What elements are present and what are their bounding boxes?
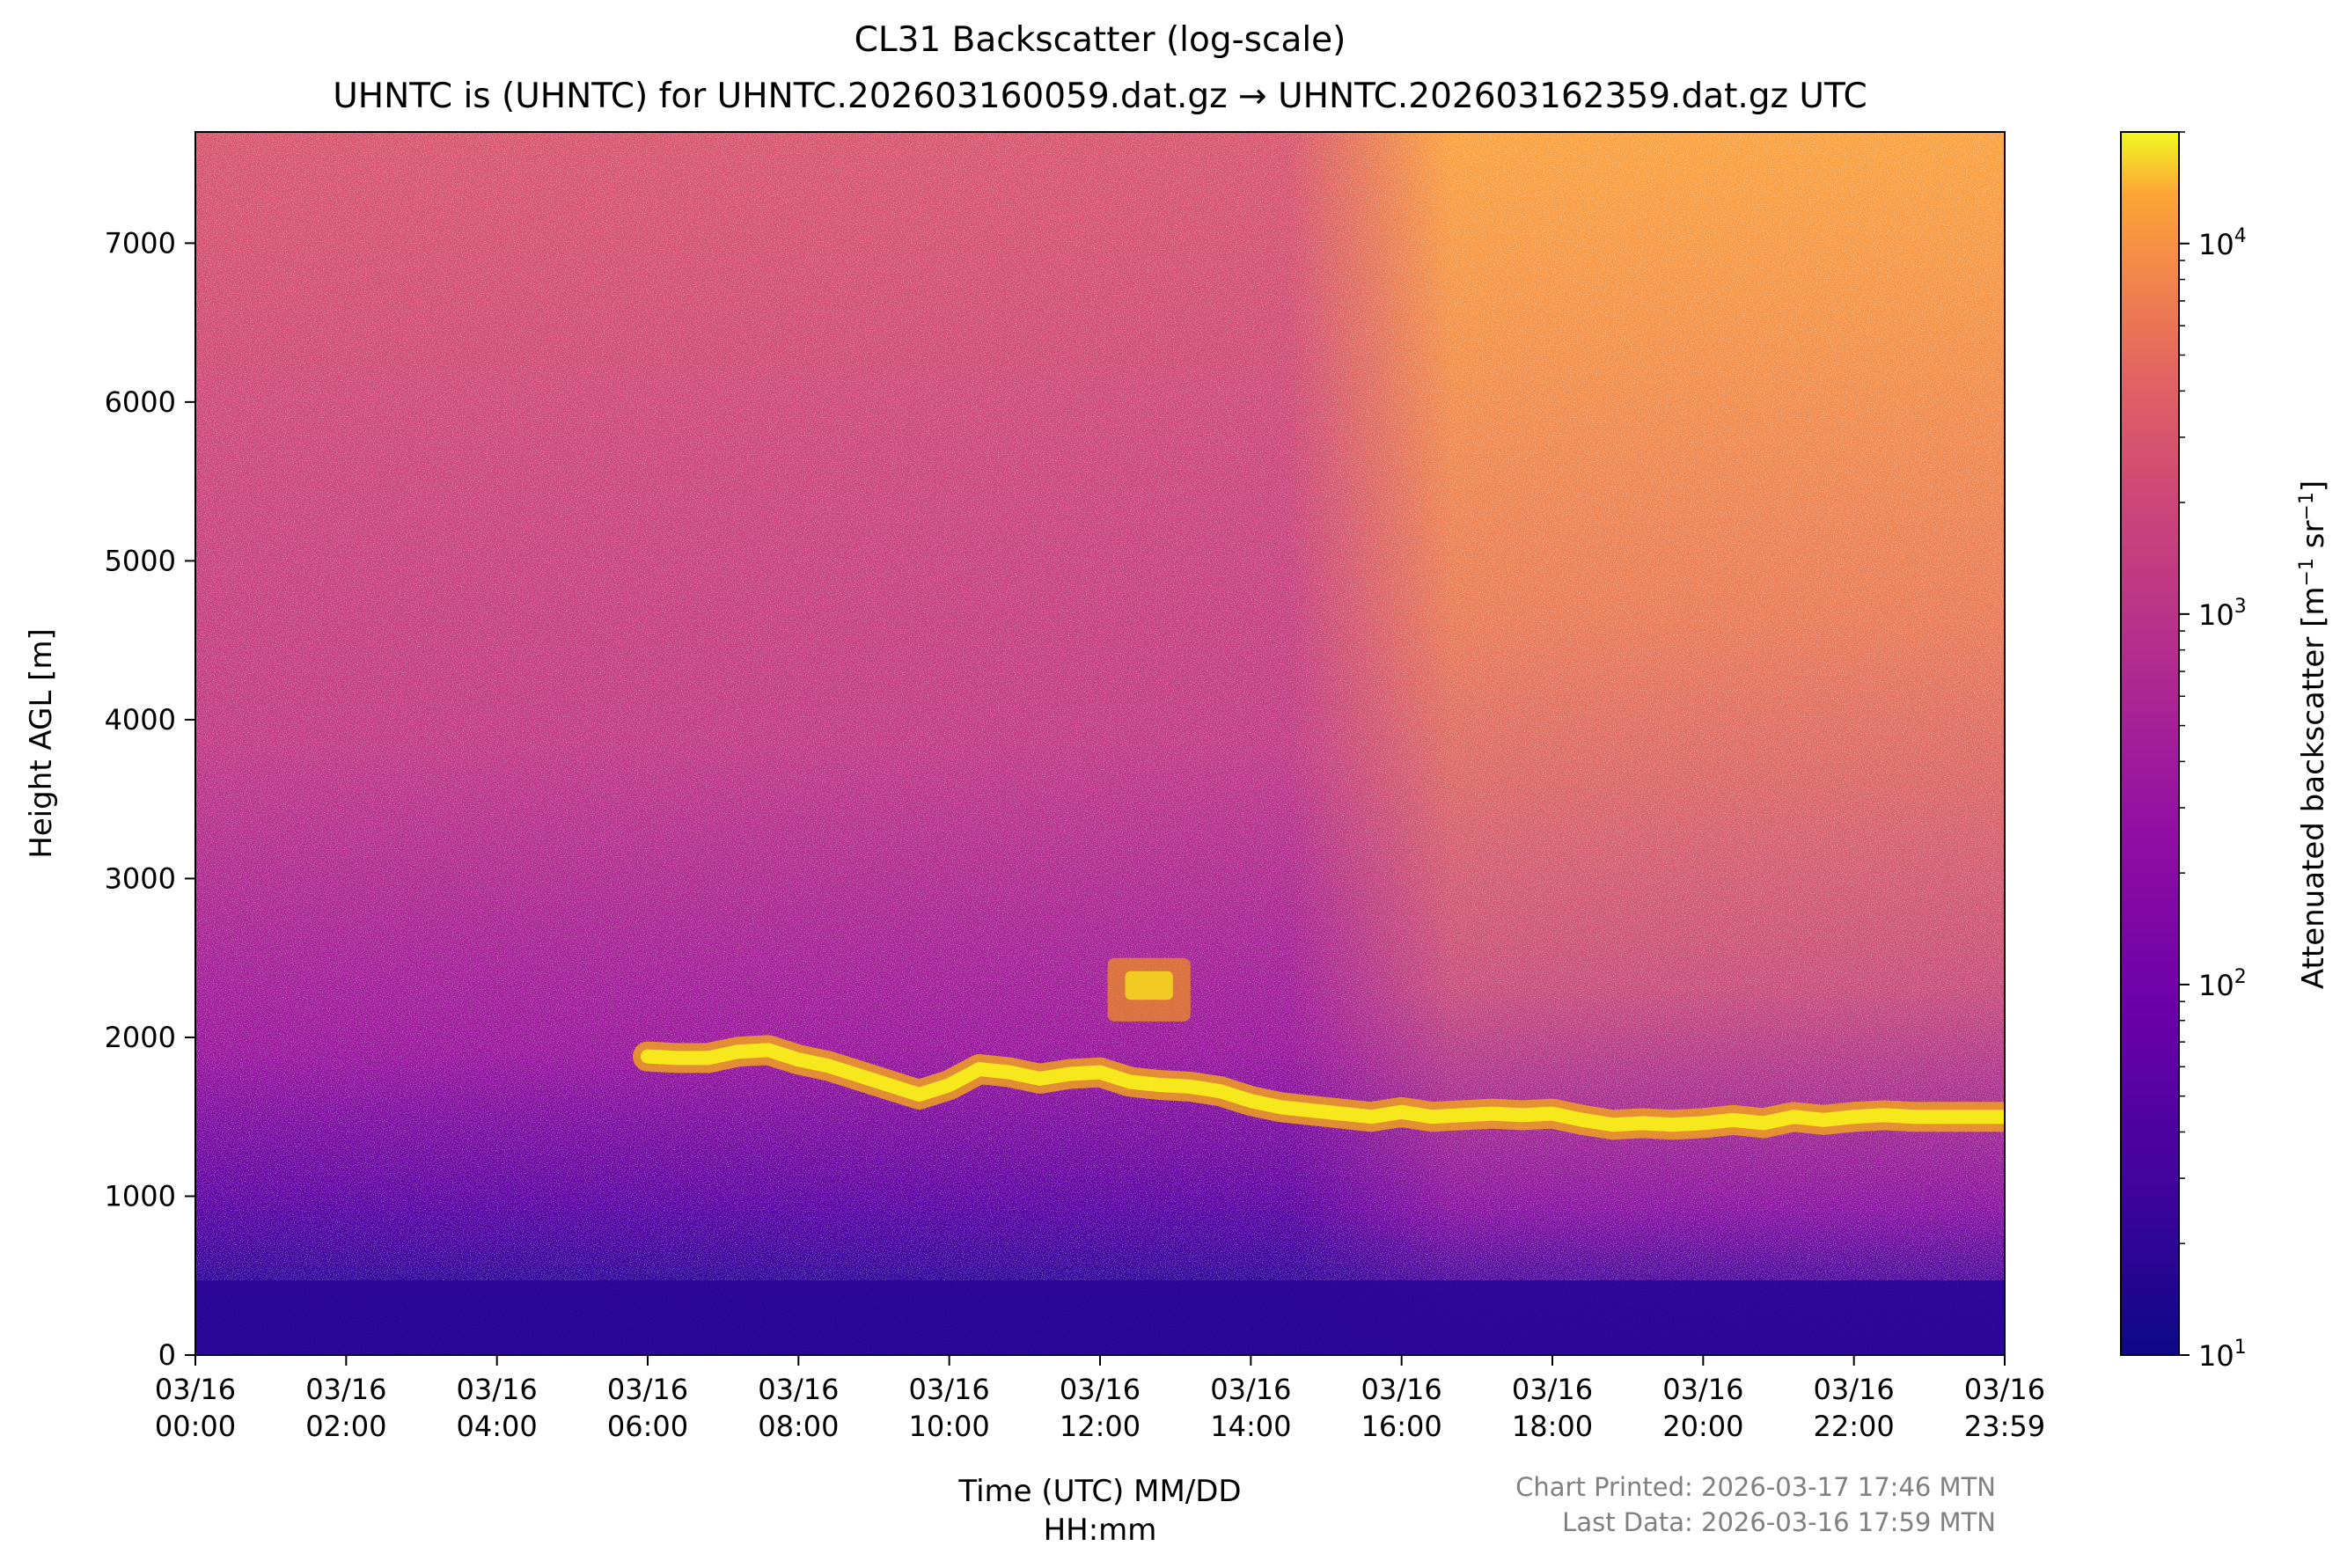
y-tick-label: 4000 bbox=[105, 703, 176, 736]
colorbar-tick-exp: 2 bbox=[2234, 966, 2247, 988]
colorbar-label-mid: sr bbox=[2296, 521, 2331, 559]
x-tick-date: 03/16 bbox=[1964, 1373, 2045, 1406]
x-tick-date: 03/16 bbox=[155, 1373, 236, 1406]
chart-subtitle: UHNTC is (UHNTC) for UHNTC.202603160059.… bbox=[333, 77, 1867, 116]
chart-printed-note: Chart Printed: 2026-03-17 17:46 MTN bbox=[1515, 1472, 1996, 1502]
heatmap-plot-area bbox=[195, 132, 2005, 1355]
x-tick-time: 00:00 bbox=[155, 1410, 236, 1443]
y-tick-label: 6000 bbox=[105, 385, 176, 419]
x-tick-date: 03/16 bbox=[1814, 1373, 1895, 1406]
y-tick-label: 7000 bbox=[105, 226, 176, 260]
heatmap-features bbox=[633, 957, 2005, 1140]
colorbar-tick-label: 101 bbox=[2198, 1337, 2247, 1373]
colorbar-tick-exp: 3 bbox=[2234, 596, 2247, 618]
x-tick-date: 03/16 bbox=[457, 1373, 538, 1406]
x-tick-time: 04:00 bbox=[457, 1410, 538, 1443]
colorbar-label-sup1: −1 bbox=[2296, 558, 2318, 586]
colorbar-tick-base: 10 bbox=[2198, 598, 2234, 632]
x-tick-date: 03/16 bbox=[758, 1373, 839, 1406]
heatmap-noise-speckle bbox=[195, 132, 2005, 1355]
colorbar-label-sup2: −1 bbox=[2296, 492, 2318, 520]
x-tick-time: 02:00 bbox=[305, 1410, 386, 1443]
x-tick-time: 22:00 bbox=[1814, 1410, 1895, 1443]
x-tick-time: 06:00 bbox=[607, 1410, 688, 1443]
x-tick-time: 20:00 bbox=[1662, 1410, 1743, 1443]
colorbar-tick-exp: 4 bbox=[2234, 225, 2247, 247]
x-tick-time: 23:59 bbox=[1964, 1410, 2045, 1443]
x-tick-time: 10:00 bbox=[909, 1410, 990, 1443]
x-tick-date: 03/16 bbox=[909, 1373, 990, 1406]
colorbar-tick-base: 10 bbox=[2198, 969, 2234, 1002]
heatmap-surface-band bbox=[195, 1280, 2005, 1355]
y-tick-label: 2000 bbox=[105, 1021, 176, 1054]
x-tick-time: 12:00 bbox=[1060, 1410, 1141, 1443]
x-tick-time: 16:00 bbox=[1361, 1410, 1442, 1443]
x-tick-date: 03/16 bbox=[1210, 1373, 1291, 1406]
x-tick-date: 03/16 bbox=[1512, 1373, 1593, 1406]
colorbar-label: Attenuated backscatter [m−1 sr−1] bbox=[2296, 480, 2331, 989]
y-tick-label: 1000 bbox=[105, 1179, 176, 1213]
x-tick-time: 18:00 bbox=[1512, 1410, 1593, 1443]
colorbar-tick-label: 104 bbox=[2198, 225, 2247, 261]
y-axis-ticks: 0 1000 2000 3000 4000 5000 6000 7000 bbox=[105, 226, 195, 1372]
colorbar-tick-label: 102 bbox=[2198, 966, 2247, 1002]
x-tick-date: 03/16 bbox=[1361, 1373, 1442, 1406]
colorbar-tick-label: 103 bbox=[2198, 596, 2247, 632]
x-axis-label-line1: Time (UTC) MM/DD bbox=[957, 1474, 1241, 1509]
colorbar-tick-base: 10 bbox=[2198, 228, 2234, 261]
high-cloud-plume-core bbox=[1125, 971, 1173, 1000]
x-tick-date: 03/16 bbox=[607, 1373, 688, 1406]
x-axis-label-line2: HH:mm bbox=[1044, 1513, 1157, 1548]
y-axis-label: Height AGL [m] bbox=[24, 628, 59, 859]
y-tick-label: 3000 bbox=[105, 861, 176, 895]
colorbar-label-main: Attenuated backscatter [m bbox=[2296, 587, 2331, 990]
colorbar-tick-base: 10 bbox=[2198, 1339, 2234, 1373]
x-tick-date: 03/16 bbox=[305, 1373, 386, 1406]
x-tick-time: 08:00 bbox=[758, 1410, 839, 1443]
colorbar bbox=[2120, 131, 2180, 1356]
x-axis-ticks: 03/16 00:00 03/16 02:00 03/16 04:00 03/16 06:00… bbox=[155, 1355, 2045, 1443]
x-tick-date: 03/16 bbox=[1060, 1373, 1141, 1406]
chart-title: CL31 Backscatter (log-scale) bbox=[855, 20, 1346, 60]
colorbar-tick-exp: 1 bbox=[2234, 1337, 2247, 1359]
cloud-layer-core bbox=[641, 1043, 2005, 1132]
x-tick-date: 03/16 bbox=[1662, 1373, 1743, 1406]
colorbar-label-end: ] bbox=[2296, 480, 2331, 492]
last-data-note: Last Data: 2026-03-16 17:59 MTN bbox=[1562, 1507, 1996, 1537]
y-tick-label: 5000 bbox=[105, 544, 176, 577]
x-tick-time: 14:00 bbox=[1210, 1410, 1291, 1443]
y-tick-label: 0 bbox=[158, 1338, 176, 1372]
